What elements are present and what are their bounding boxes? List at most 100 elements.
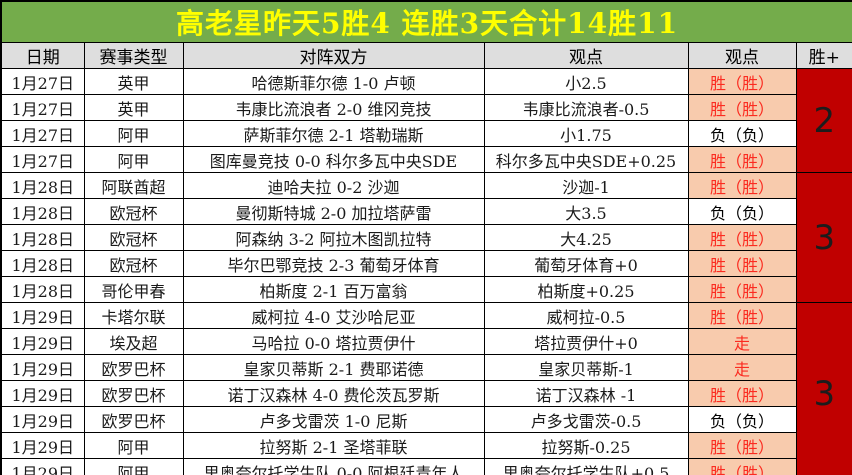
table-row: 1月28日 哥伦甲春 柏斯度 2-1 百万富翁 柏斯度+0.25 胜（胜） xyxy=(0,276,852,303)
view-cell: 大3.5 xyxy=(483,198,689,225)
date-cell: 1月29日 xyxy=(0,328,85,355)
match-cell: 拉努斯 2-1 圣塔菲联 xyxy=(182,432,485,459)
date-cell: 1月28日 xyxy=(0,276,85,303)
league-cell: 卡塔尔联 xyxy=(83,302,184,329)
view-cell: 柏斯度+0.25 xyxy=(483,276,689,303)
result-cell: 负（负） xyxy=(687,120,797,147)
win-count-cell: 2 xyxy=(795,68,852,173)
league-cell: 英甲 xyxy=(83,68,184,95)
win-count-cell: 3 xyxy=(795,302,852,475)
table-row: 1月28日 欧冠杯 毕尔巴鄂竞技 2-3 葡萄牙体育 葡萄牙体育+0 胜（胜） xyxy=(0,250,852,277)
view-cell: 塔拉贾伊什+0 xyxy=(483,328,689,355)
league-cell: 埃及超 xyxy=(83,328,184,355)
league-cell: 英甲 xyxy=(83,94,184,121)
date-cell: 1月27日 xyxy=(0,146,85,173)
match-cell: 曼彻斯特城 2-0 加拉塔萨雷 xyxy=(182,198,485,225)
match-cell: 阿森纳 3-2 阿拉木图凯拉特 xyxy=(182,224,485,251)
match-cell: 图库曼竞技 0-0 科尔多瓦中央SDE xyxy=(182,146,485,173)
date-cell: 1月29日 xyxy=(0,406,85,433)
league-cell: 欧罗巴杯 xyxy=(83,406,184,433)
result-cell: 胜（胜） xyxy=(687,432,797,459)
result-cell: 胜（胜） xyxy=(687,250,797,277)
date-cell: 1月29日 xyxy=(0,432,85,459)
table-row: 1月27日 阿甲 图库曼竞技 0-0 科尔多瓦中央SDE 科尔多瓦中央SDE+0.25… xyxy=(0,146,852,173)
table-row: 1月29日 埃及超 马哈拉 0-0 塔拉贾伊什 塔拉贾伊什+0 走 xyxy=(0,328,852,355)
date-cell: 1月28日 xyxy=(0,198,85,225)
match-cell: 卢多戈雷茨 1-0 尼斯 xyxy=(182,406,485,433)
view-cell: 大4.25 xyxy=(483,224,689,251)
league-cell: 阿联酋超 xyxy=(83,172,184,199)
result-cell: 胜（胜） xyxy=(687,276,797,303)
date-cell: 1月29日 xyxy=(0,354,85,381)
view-cell: 威柯拉-0.5 xyxy=(483,302,689,329)
date-cell: 1月29日 xyxy=(0,380,85,407)
date-cell: 1月28日 xyxy=(0,224,85,251)
result-cell: 胜（胜） xyxy=(687,224,797,251)
date-cell: 1月27日 xyxy=(0,94,85,121)
table-row: 1月29日 欧罗巴杯 皇家贝蒂斯 2-1 费耶诺德 皇家贝蒂斯-1 走 xyxy=(0,354,852,381)
result-cell: 走 xyxy=(687,328,797,355)
win-count-cell: 3 xyxy=(795,172,852,303)
view-cell: 小2.5 xyxy=(483,68,689,95)
league-cell: 欧罗巴杯 xyxy=(83,354,184,381)
view-cell: 小1.75 xyxy=(483,120,689,147)
table-row: 1月29日 欧罗巴杯 诺丁汉森林 4-0 费伦茨瓦罗斯 诺丁汉森林 -1 胜（胜） xyxy=(0,380,852,407)
col-header-win-plus: 胜+ xyxy=(795,42,852,69)
match-cell: 诺丁汉森林 4-0 费伦茨瓦罗斯 xyxy=(182,380,485,407)
league-cell: 欧冠杯 xyxy=(83,224,184,251)
match-cell: 萨斯菲尔德 2-1 塔勒瑞斯 xyxy=(182,120,485,147)
table-row: 1月29日 卡塔尔联 威柯拉 4-0 艾沙哈尼亚 威柯拉-0.5 胜（胜） 3 xyxy=(0,302,852,475)
league-cell: 阿甲 xyxy=(83,432,184,459)
match-cell: 哈德斯菲尔德 1-0 卢顿 xyxy=(182,68,485,95)
column-header-row: 日期 赛事类型 对阵双方 观点 观点 胜+ xyxy=(0,42,852,69)
league-cell: 阿甲 xyxy=(83,120,184,147)
match-cell: 威柯拉 4-0 艾沙哈尼亚 xyxy=(182,302,485,329)
view-cell: 拉努斯-0.25 xyxy=(483,432,689,459)
view-cell: 科尔多瓦中央SDE+0.25 xyxy=(483,146,689,173)
banner-title: 高老星昨天5胜4 连胜3天合计14胜11 xyxy=(0,0,852,43)
table-row: 1月28日 欧冠杯 阿森纳 3-2 阿拉木图凯拉特 大4.25 胜（胜） xyxy=(0,224,852,251)
result-cell: 胜（胜） xyxy=(687,146,797,173)
match-cell: 马哈拉 0-0 塔拉贾伊什 xyxy=(182,328,485,355)
view-cell: 卢多戈雷茨-0.5 xyxy=(483,406,689,433)
league-cell: 欧冠杯 xyxy=(83,250,184,277)
league-cell: 哥伦甲春 xyxy=(83,276,184,303)
view-cell: 诺丁汉森林 -1 xyxy=(483,380,689,407)
col-header-date: 日期 xyxy=(0,42,85,69)
table-row: 1月29日 阿甲 里奥夸尔托学生队 0-0 阿根廷青年人 里奥夸尔托学生队+0.5 胜（… xyxy=(0,458,852,475)
table-row: 1月27日 英甲 哈德斯菲尔德 1-0 卢顿 小2.5 胜（胜） 2 xyxy=(0,68,852,173)
result-cell: 胜（胜） xyxy=(687,380,797,407)
col-header-result: 观点 xyxy=(687,42,797,69)
date-cell: 1月28日 xyxy=(0,250,85,277)
view-cell: 沙迦-1 xyxy=(483,172,689,199)
table-body: 1月27日 英甲 哈德斯菲尔德 1-0 卢顿 小2.5 胜（胜） 2 1月27日 英甲 韦康比流… xyxy=(0,68,852,475)
league-cell: 阿甲 xyxy=(83,146,184,173)
result-cell: 胜（胜） xyxy=(687,458,797,475)
match-cell: 里奥夸尔托学生队 0-0 阿根廷青年人 xyxy=(182,458,485,475)
table-row: 1月29日 欧罗巴杯 卢多戈雷茨 1-0 尼斯 卢多戈雷茨-0.5 负（负） xyxy=(0,406,852,433)
league-cell: 阿甲 xyxy=(83,458,184,475)
table-row: 1月29日 阿甲 拉努斯 2-1 圣塔菲联 拉努斯-0.25 胜（胜） xyxy=(0,432,852,459)
date-cell: 1月28日 xyxy=(0,172,85,199)
result-cell: 胜（胜） xyxy=(687,302,797,329)
col-header-match: 对阵双方 xyxy=(182,42,485,69)
banner-row: 高老星昨天5胜4 连胜3天合计14胜11 xyxy=(0,0,852,43)
date-cell: 1月27日 xyxy=(0,68,85,95)
table-row: 1月27日 阿甲 萨斯菲尔德 2-1 塔勒瑞斯 小1.75 负（负） xyxy=(0,120,852,147)
match-cell: 毕尔巴鄂竞技 2-3 葡萄牙体育 xyxy=(182,250,485,277)
view-cell: 韦康比流浪者-0.5 xyxy=(483,94,689,121)
col-header-league: 赛事类型 xyxy=(83,42,184,69)
table-row: 1月27日 英甲 韦康比流浪者 2-0 维冈竞技 韦康比流浪者-0.5 胜（胜） xyxy=(0,94,852,121)
date-cell: 1月29日 xyxy=(0,458,85,475)
col-header-view: 观点 xyxy=(483,42,689,69)
result-cell: 负（负） xyxy=(687,198,797,225)
date-cell: 1月29日 xyxy=(0,302,85,329)
result-cell: 胜（胜） xyxy=(687,172,797,199)
match-cell: 迪哈夫拉 0-2 沙迦 xyxy=(182,172,485,199)
result-cell: 胜（胜） xyxy=(687,94,797,121)
result-cell: 走 xyxy=(687,354,797,381)
league-cell: 欧冠杯 xyxy=(83,198,184,225)
view-cell: 葡萄牙体育+0 xyxy=(483,250,689,277)
